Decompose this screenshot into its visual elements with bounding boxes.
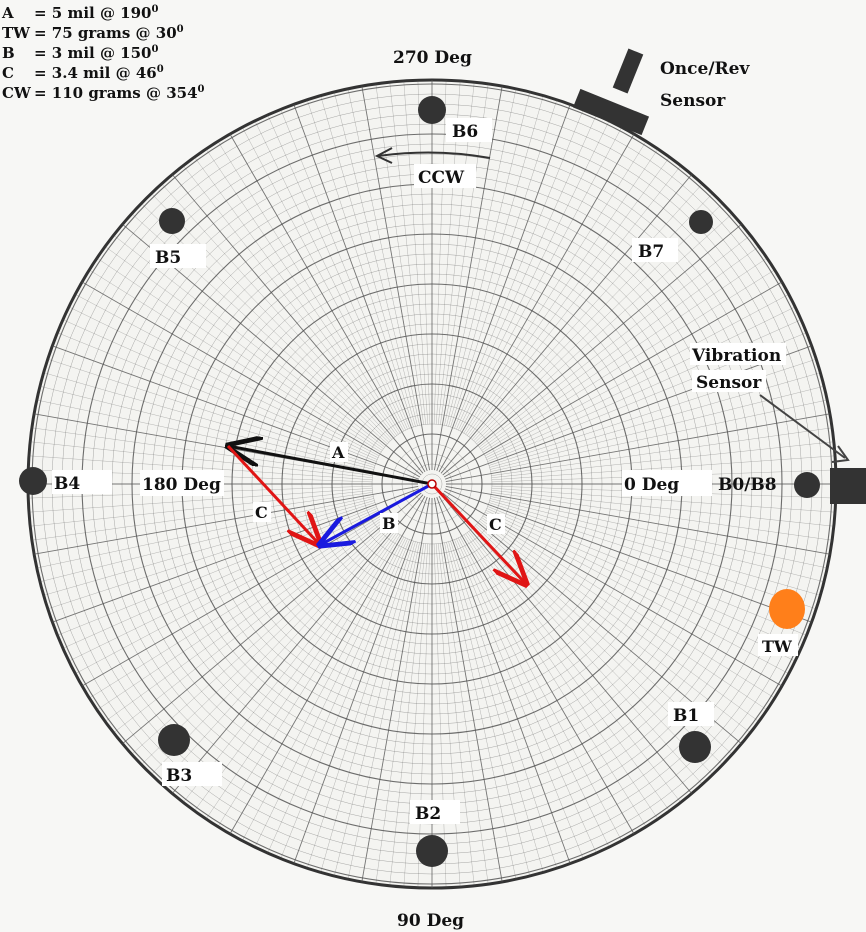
ccw-arrow xyxy=(377,151,491,159)
legend-degree: 0 xyxy=(151,4,159,15)
legend-value: = 110 grams @ 354 xyxy=(34,84,198,102)
legend-row-c: C = 3.4 mil @ 460 xyxy=(2,60,164,83)
bolt-label-b5: B5 xyxy=(155,248,181,268)
vector-label-b: B xyxy=(382,514,396,533)
angle-label-270: 270 Deg xyxy=(393,48,472,68)
vector-lines xyxy=(228,446,526,584)
vector-c-right xyxy=(430,482,526,584)
bolt-label-b1: B1 xyxy=(673,706,699,726)
bolt-hole-b7 xyxy=(689,210,713,234)
vector-label-c-left: C xyxy=(255,503,268,522)
legend-degree: 0 xyxy=(151,44,159,55)
polar-grid xyxy=(28,80,836,888)
vibration-label-line1: Vibration xyxy=(691,346,781,366)
legend-row-tw: TW = 75 grams @ 300 xyxy=(2,20,184,43)
vector-label-a: A xyxy=(331,443,345,462)
legend-key: TW xyxy=(2,24,31,42)
vector-label-c-right: C xyxy=(489,515,502,534)
vector-a xyxy=(228,446,433,486)
angle-label-90: 90 Deg xyxy=(397,911,464,931)
legend-degree: 0 xyxy=(197,84,205,95)
angle-label-0: 0 Deg xyxy=(624,475,679,495)
legend-row-cw: CW = 110 grams @ 3540 xyxy=(2,80,204,103)
legend-value: = 3.4 mil @ 46 xyxy=(34,64,157,82)
vibration-pointer xyxy=(759,394,846,459)
bolt-label-b4: B4 xyxy=(54,474,80,494)
legend-degree: 0 xyxy=(156,64,164,75)
bolt-hole-b2 xyxy=(416,835,448,867)
angle-label-180: 180 Deg xyxy=(142,475,221,495)
bolt-hole-b5 xyxy=(159,208,185,234)
legend-degree: 0 xyxy=(176,24,184,35)
once-rev-sensor xyxy=(572,48,650,136)
bolt-label-b0b8: B0/B8 xyxy=(718,475,777,495)
legend-key: B xyxy=(2,44,15,62)
bolt-hole-b6 xyxy=(418,96,446,124)
trial-weight-label: TW xyxy=(762,637,793,656)
legend-key: CW xyxy=(2,84,31,102)
legend-value: = 3 mil @ 150 xyxy=(34,44,152,62)
bolt-hole-b1 xyxy=(679,731,711,763)
bolt-label-b6: B6 xyxy=(452,122,478,142)
legend-value: = 5 mil @ 190 xyxy=(34,4,152,22)
vibration-sensor xyxy=(830,468,866,504)
legend-value: = 75 grams @ 30 xyxy=(34,24,177,42)
bolt-hole-b0b8 xyxy=(794,472,820,498)
bolt-hole-b4 xyxy=(19,467,47,495)
legend-row-a: A = 5 mil @ 1900 xyxy=(2,0,158,23)
bolt-label-b3: B3 xyxy=(166,766,192,786)
trial-weight-marker xyxy=(769,589,805,629)
vibration-label-line2: Sensor xyxy=(696,373,762,393)
bolt-label-b2: B2 xyxy=(415,804,441,824)
bolt-label-b7: B7 xyxy=(638,242,664,262)
ccw-label: CCW xyxy=(418,168,465,188)
vector-b xyxy=(320,482,433,545)
bolt-holes xyxy=(19,96,820,867)
once-rev-label-line1: Once/Rev xyxy=(660,59,750,79)
legend-row-b: B = 3 mil @ 1500 xyxy=(2,40,158,63)
legend-key: C xyxy=(2,64,14,82)
legend-key: A xyxy=(2,4,14,22)
bolt-hole-b3 xyxy=(158,724,190,756)
once-rev-label-line2: Sensor xyxy=(660,91,726,111)
vector-c-left xyxy=(226,444,320,545)
